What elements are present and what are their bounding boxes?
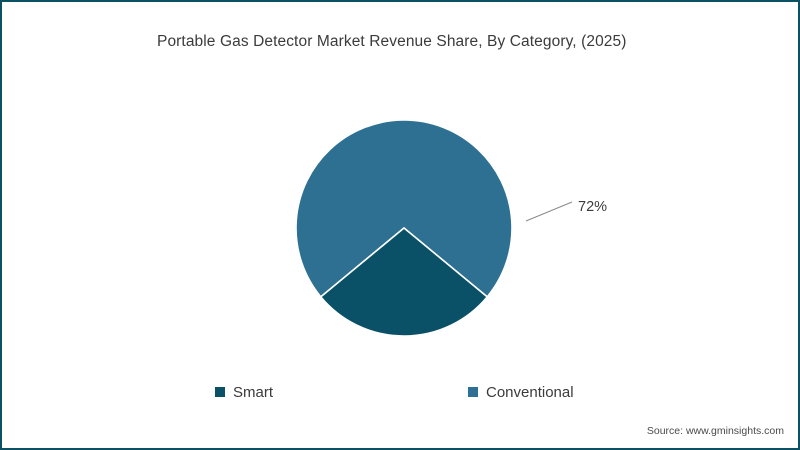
source-note: Source: www.gminsights.com bbox=[646, 425, 784, 437]
data-label-leader-line bbox=[525, 201, 573, 222]
legend-label-smart: Smart bbox=[233, 383, 274, 401]
page-title: Portable Gas Detector Market Revenue Sha… bbox=[157, 33, 627, 50]
data-label-conventional: 72% bbox=[578, 199, 608, 215]
legend-item-conventional[interactable]: Conventional bbox=[468, 380, 574, 404]
pie-slice-conventional[interactable] bbox=[295, 119, 513, 298]
pie-slice-smart[interactable] bbox=[319, 226, 489, 337]
legend-label-conventional: Conventional bbox=[486, 383, 574, 401]
legend-item-smart[interactable]: Smart bbox=[215, 380, 273, 404]
legend-swatch-icon-conventional bbox=[468, 387, 478, 397]
chart-legend: Smart Conventional bbox=[2, 380, 798, 404]
legend-swatch-icon-smart bbox=[215, 387, 225, 397]
